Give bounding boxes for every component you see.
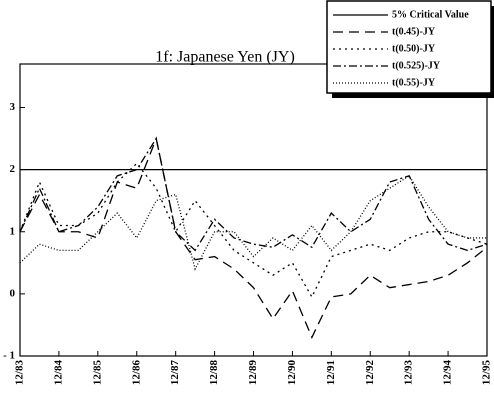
x-tick-label: 12/88 [208, 360, 220, 386]
series-line [19, 174, 487, 271]
chart-title: 1f: Japanese Yen (JY) [155, 49, 295, 66]
x-tick-label: 12/85 [91, 360, 103, 386]
legend-box [326, 0, 492, 94]
plot-frame [19, 63, 488, 357]
x-tick-label: 12/87 [169, 360, 181, 386]
series-line [19, 136, 488, 252]
x-tick-label: 12/94 [442, 360, 454, 386]
x-tick-label: 12/83 [14, 360, 26, 386]
x-tick-label: 12/93 [403, 360, 415, 386]
x-tick-label: 12/86 [130, 360, 142, 386]
legend-label: t(0.50)-JY [392, 43, 436, 54]
y-tick-label: 2 [10, 163, 16, 175]
series-line [19, 162, 488, 299]
y-tick-label: 3 [10, 101, 16, 113]
legend-label: 5% Critical Value [392, 9, 469, 20]
x-tick-label: 12/89 [247, 360, 259, 386]
x-tick-label: 12/84 [52, 360, 64, 386]
series-line [19, 136, 488, 339]
x-tick-label: 12/95 [481, 360, 493, 386]
x-tick-label: 12/91 [325, 360, 337, 385]
legend-label: t(0.45)-JY [392, 26, 436, 37]
y-tick-label: 1 [10, 225, 16, 237]
legend-label: t(0.525)-JY [392, 60, 441, 71]
x-tick-label: 12/92 [364, 360, 376, 386]
x-tick-label: 12/90 [286, 360, 298, 386]
y-tick-label: 0 [10, 287, 16, 299]
y-tick-label: - 1 [3, 350, 15, 362]
legend-label: t(0.55)-JY [392, 77, 436, 88]
